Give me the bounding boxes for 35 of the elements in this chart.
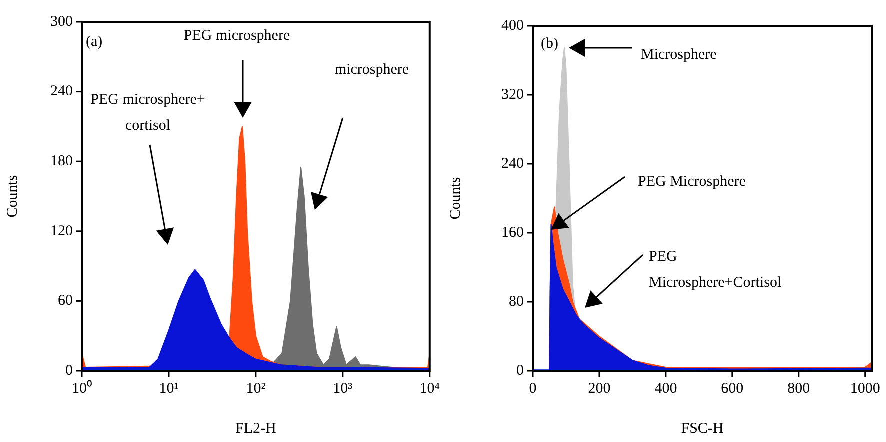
annotation: PEG Microsphere+Cortisol: [649, 248, 782, 291]
x-tick-label: 0: [529, 380, 537, 397]
y-axis-title: Counts: [4, 175, 21, 218]
y-axis-title: Counts: [448, 177, 464, 220]
x-tick-label: 200: [588, 380, 611, 397]
x-tick-label: 10³: [333, 380, 354, 397]
x-tick-label: 1000: [850, 380, 880, 397]
annotation: PEG Microsphere: [638, 174, 746, 190]
x-tick-label: 10⁴: [420, 380, 440, 397]
x-tick-label: 600: [721, 380, 744, 397]
y-tick-label: 120: [50, 223, 73, 240]
annotation: PEG microsphere+ cortisol: [90, 92, 206, 134]
y-tick-label: 300: [50, 14, 73, 30]
annotation: (a): [86, 34, 103, 50]
annotation: microsphere: [334, 62, 410, 78]
y-tick-label: 160: [502, 224, 524, 241]
annotation: (b): [541, 36, 558, 52]
y-tick-label: 320: [502, 86, 524, 103]
x-tick-label: 10⁰: [72, 380, 92, 397]
x-axis-title: FL2-H: [236, 420, 277, 437]
x-tick-label: 800: [788, 380, 810, 397]
x-tick-label: 10¹: [159, 380, 179, 397]
x-tick-label: 10²: [246, 380, 266, 397]
y-tick-label: 0: [66, 362, 73, 379]
x-axis-title: FSC-H: [681, 420, 724, 437]
y-tick-label: 240: [502, 156, 524, 172]
annotation: PEG microsphere: [184, 28, 290, 44]
x-tick-label: 400: [654, 380, 678, 397]
y-tick-label: 80: [509, 294, 524, 310]
y-tick-label: 180: [50, 154, 73, 170]
y-tick-label: 240: [50, 84, 73, 100]
y-tick-label: 60: [58, 293, 73, 310]
annotation: Microsphere: [641, 46, 718, 63]
y-tick-label: 400: [502, 18, 524, 34]
y-tick-label: 0: [516, 362, 524, 379]
